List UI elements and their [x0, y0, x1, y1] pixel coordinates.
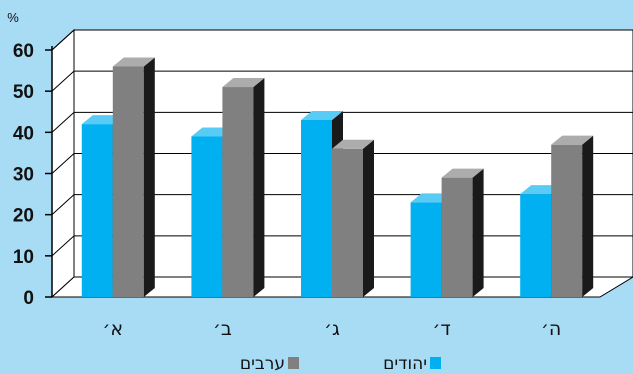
y-tick-label: 30: [13, 165, 34, 186]
x-category-label: ד׳: [432, 318, 450, 340]
gridline: [51, 111, 633, 133]
x-category-label: א׳: [102, 318, 123, 340]
y-tick-label: 60: [13, 41, 34, 62]
y-tick-label: 10: [13, 247, 34, 268]
bar-front: [81, 124, 113, 297]
bar-front: [332, 148, 363, 297]
bar-1-1: [222, 78, 265, 297]
bar-1-4: [551, 135, 594, 297]
gridline: [51, 153, 633, 174]
bar-1-0: [112, 57, 155, 297]
bar-side: [472, 168, 484, 297]
bar-front: [551, 144, 583, 297]
bar-1-3: [441, 168, 484, 297]
bar-front: [301, 119, 332, 297]
bar-front: [520, 194, 552, 297]
bar-1-2: [332, 139, 374, 297]
bar-top: [222, 78, 265, 88]
bar-top: [301, 110, 343, 120]
y-tick-label: 0: [23, 288, 34, 309]
bar-top: [112, 57, 155, 67]
bar-front: [410, 202, 442, 297]
bar-side: [253, 78, 265, 297]
bar-front: [441, 177, 473, 297]
bar-side: [582, 135, 594, 297]
gridline: [51, 70, 633, 92]
gridline: [51, 29, 633, 51]
x-category-label: ג׳: [324, 318, 340, 340]
bar-front: [112, 66, 144, 297]
legend-label-1: ערבים: [240, 354, 285, 374]
bar-front: [191, 136, 223, 297]
y-tick-label: 50: [13, 82, 34, 103]
bar-front: [222, 87, 254, 297]
bar-top: [551, 135, 594, 145]
bar-side: [143, 57, 155, 297]
y-tick-label: 40: [13, 123, 34, 144]
bar-side: [363, 139, 374, 297]
legend-swatch-0: [430, 357, 441, 369]
y-unit-label: %: [7, 10, 19, 25]
legend-label-0: יהודים: [383, 354, 427, 374]
x-category-label: ה׳: [541, 318, 561, 340]
legend-swatch-1: [288, 357, 299, 369]
bar-top: [441, 168, 484, 178]
bar-top: [332, 139, 374, 149]
x-category-label: ב׳: [213, 318, 232, 340]
y-tick-label: 20: [13, 206, 34, 227]
